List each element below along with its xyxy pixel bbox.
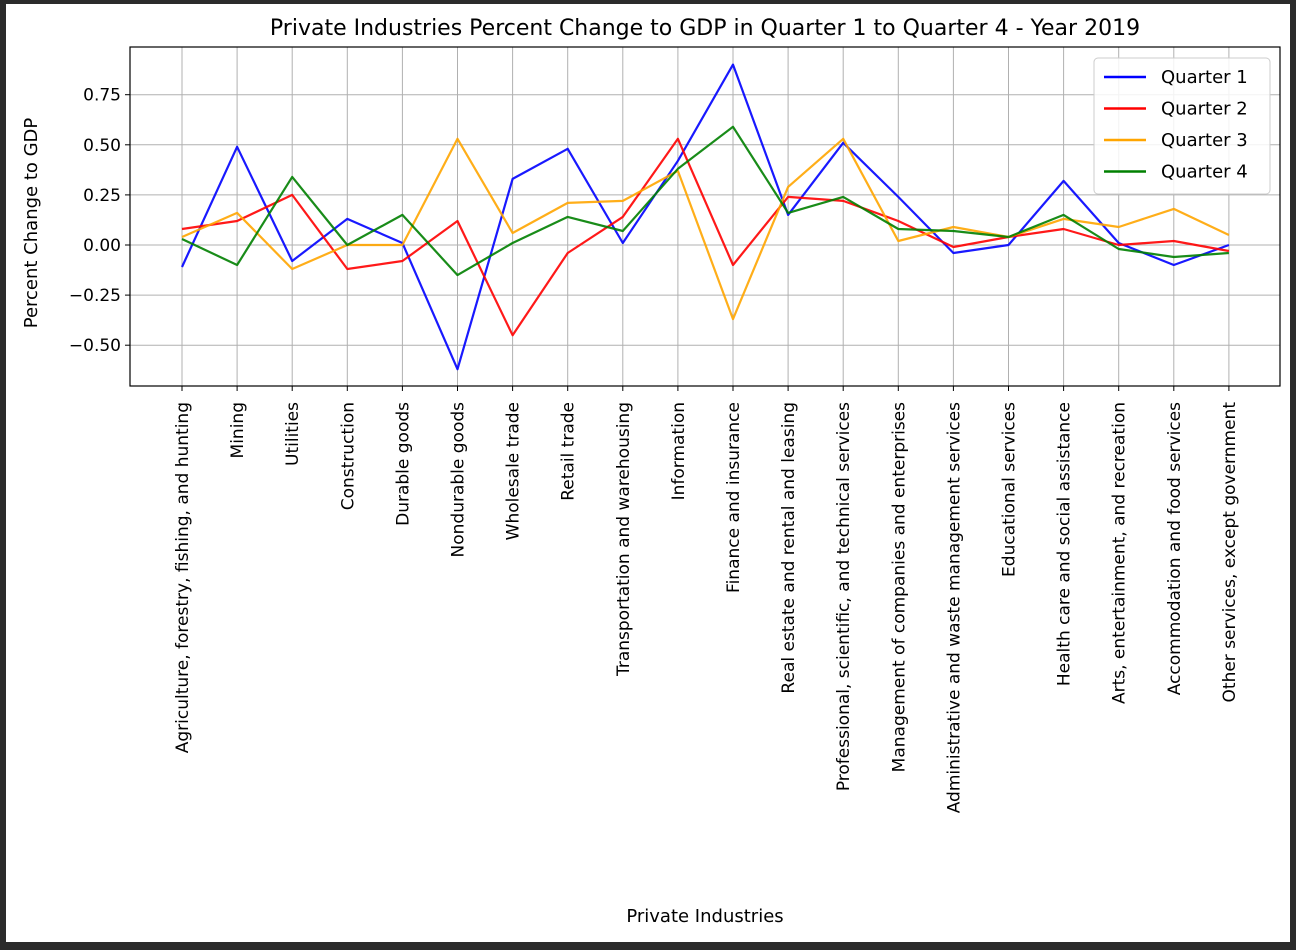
series-line-quarter-1 <box>181 63 1230 371</box>
x-tick-label: Other services, except government <box>1220 402 1240 703</box>
x-tick-label: Agriculture, forestry, fishing, and hunt… <box>173 402 193 753</box>
x-tick-label: Mining <box>228 402 248 458</box>
x-tick-label: Transportation and warehousing <box>614 402 634 677</box>
y-axis-title: Percent Change to GDP <box>21 118 42 329</box>
x-axis: Agriculture, forestry, fishing, and hunt… <box>173 386 1240 813</box>
x-tick-label: Educational services <box>1000 402 1020 577</box>
x-tick-label: Professional, scientific, and technical … <box>834 402 854 791</box>
chart-frame: Private Industries Percent Change to GDP… <box>6 4 1290 942</box>
x-tick-label: Management of companies and enterprises <box>889 402 909 772</box>
y-tick-label: 0.75 <box>83 86 121 106</box>
plot-area <box>129 46 1281 387</box>
y-tick-label: 0.00 <box>83 236 121 256</box>
line-chart: Private Industries Percent Change to GDP… <box>21 16 1281 927</box>
x-tick-label: Construction <box>338 402 358 510</box>
x-tick-label: Durable goods <box>393 402 413 526</box>
x-tick-label: Utilities <box>283 402 303 466</box>
x-tick-label: Health care and social assistance <box>1055 402 1075 686</box>
x-tick-label: Retail trade <box>559 402 579 501</box>
x-tick-label: Information <box>669 402 689 500</box>
series-line-quarter-3 <box>181 137 1230 321</box>
y-tick-label: 0.50 <box>83 136 121 156</box>
x-tick-label: Administrative and waste management serv… <box>944 402 964 813</box>
series-line-quarter-4 <box>181 125 1229 277</box>
x-tick-label: Wholesale trade <box>504 402 524 540</box>
legend: Quarter 1 Quarter 2 Quarter 3 Quarter 4 <box>1093 57 1271 195</box>
y-tick-label: −0.50 <box>69 336 121 356</box>
legend-label: Quarter 2 <box>1161 99 1248 120</box>
series-line-quarter-2 <box>181 137 1230 337</box>
y-tick-label: 0.25 <box>83 186 121 206</box>
x-tick-label: Finance and insurance <box>724 402 744 593</box>
x-axis-title: Private Industries <box>626 906 783 927</box>
series-lines <box>181 63 1230 371</box>
x-tick-label: Nondurable goods <box>449 402 469 558</box>
legend-label: Quarter 3 <box>1161 130 1248 151</box>
chart-title: Private Industries Percent Change to GDP… <box>270 16 1140 41</box>
y-axis: −0.50 −0.25 0.00 0.25 0.50 0.75 <box>69 86 130 356</box>
x-tick-label: Arts, entertainment, and recreation <box>1110 402 1130 704</box>
legend-label: Quarter 4 <box>1161 162 1248 183</box>
y-tick-label: −0.25 <box>69 286 121 306</box>
x-tick-label: Real estate and rental and leasing <box>779 402 799 694</box>
legend-box <box>1093 57 1271 195</box>
legend-label: Quarter 1 <box>1161 67 1248 88</box>
x-tick-label: Accommodation and food services <box>1165 402 1185 695</box>
